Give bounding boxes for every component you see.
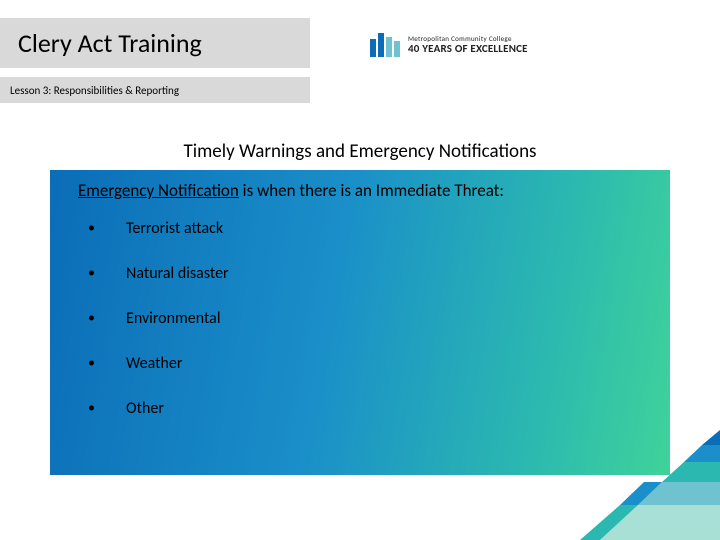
page-title: Clery Act Training <box>18 27 202 59</box>
lesson-bar: Lesson 3: Responsibilities & Reporting <box>0 77 310 103</box>
heading-underlined: Emergency Notification <box>78 180 239 201</box>
title-bar: Clery Act Training <box>0 18 310 68</box>
bullet-list: Terrorist attack Natural disaster Enviro… <box>78 219 642 418</box>
logo-line2: 40 YEARS OF EXCELLENCE <box>408 43 528 55</box>
list-item: Environmental <box>88 309 642 328</box>
list-item: Natural disaster <box>88 264 642 283</box>
heading-rest: is when there is an Immediate Threat: <box>239 180 504 201</box>
list-item: Terrorist attack <box>88 219 642 238</box>
content-heading: Emergency Notification is when there is … <box>78 180 642 201</box>
content-panel: Emergency Notification is when there is … <box>50 170 670 475</box>
list-item: Weather <box>88 354 642 373</box>
logo-mark-icon <box>370 33 400 57</box>
logo-text: Metropolitan Community College 40 YEARS … <box>408 35 528 55</box>
logo: Metropolitan Community College 40 YEARS … <box>370 20 630 70</box>
lesson-label: Lesson 3: Responsibilities & Reporting <box>10 84 179 97</box>
section-title: Timely Warnings and Emergency Notificati… <box>0 140 720 163</box>
list-item: Other <box>88 399 642 418</box>
